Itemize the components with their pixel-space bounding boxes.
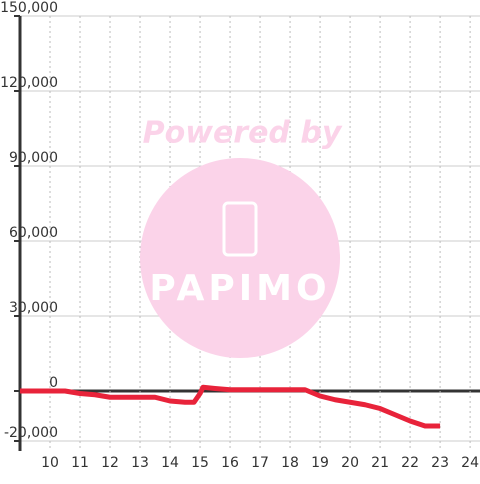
watermark: Powered by PAPIMO <box>140 116 343 358</box>
x-tick-label: 14 <box>161 455 179 471</box>
x-tick-label: 24 <box>461 455 479 471</box>
y-tick-label: 120,000 <box>0 75 58 91</box>
x-tick-label: 18 <box>281 455 299 471</box>
x-tick-label: 22 <box>401 455 419 471</box>
x-tick-label: 19 <box>311 455 329 471</box>
y-tick-label: 30,000 <box>9 300 58 316</box>
x-tick-label: 15 <box>191 455 209 471</box>
y-tick-label: 90,000 <box>9 150 58 166</box>
x-tick-label: 13 <box>131 455 149 471</box>
x-tick-label: 20 <box>341 455 359 471</box>
x-tick-label: 11 <box>71 455 89 471</box>
y-tick-label: 0 <box>49 375 58 391</box>
series-line <box>20 384 441 429</box>
x-tick-label: 12 <box>101 455 119 471</box>
plot: -20,000 0 30,000 60,000 90,000 120,000 150,000… <box>0 0 479 471</box>
y-tick-label: -20,000 <box>4 425 58 441</box>
watermark-icon <box>222 201 258 257</box>
watermark-brand: PAPIMO <box>149 268 330 309</box>
watermark-caption: Powered by <box>143 116 343 151</box>
watermark-circle <box>140 158 340 358</box>
y-tick-label: 150,000 <box>0 0 58 16</box>
x-tick-label: 21 <box>371 455 389 471</box>
x-tick-label: 23 <box>431 455 449 471</box>
y-tick-label: 60,000 <box>9 225 58 241</box>
x-tick-label: 17 <box>251 455 269 471</box>
x-tick-label: 16 <box>221 455 239 471</box>
x-tick-label: 10 <box>41 455 59 471</box>
